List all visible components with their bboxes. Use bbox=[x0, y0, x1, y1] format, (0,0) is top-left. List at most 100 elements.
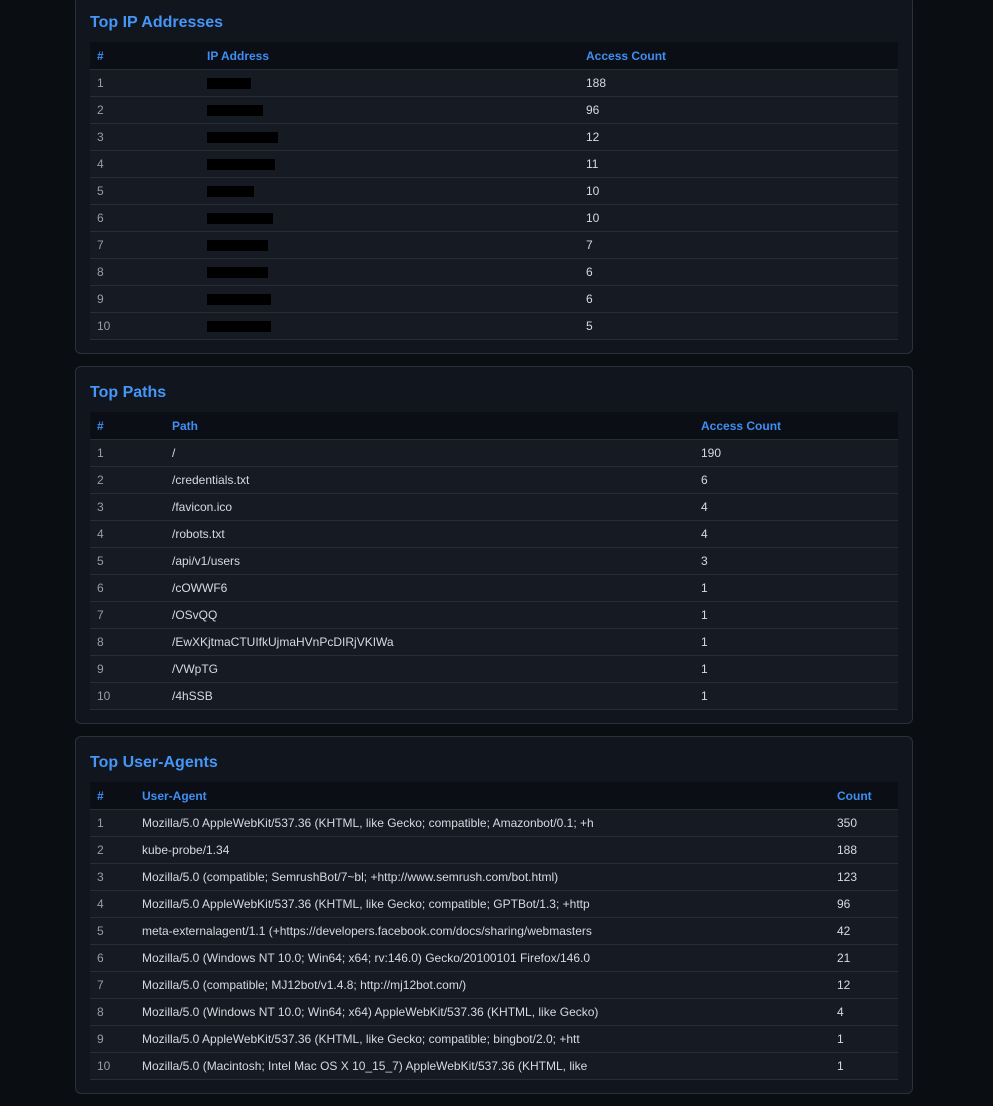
rank-cell: 8 bbox=[90, 629, 172, 656]
value-cell: /4hSSB bbox=[172, 683, 701, 710]
redacted-ip bbox=[207, 159, 275, 171]
value-cell bbox=[207, 124, 586, 151]
column-header-ip-address: IP Address bbox=[207, 42, 586, 70]
rank-cell: 10 bbox=[90, 313, 207, 340]
count-cell: 12 bbox=[586, 124, 898, 151]
count-cell: 1 bbox=[701, 656, 898, 683]
column-header-rank: # bbox=[90, 42, 207, 70]
count-cell: 190 bbox=[701, 440, 898, 467]
value-cell: /api/v1/users bbox=[172, 548, 701, 575]
table-header-row: # User-Agent Count bbox=[90, 782, 898, 810]
redacted-ip bbox=[207, 294, 271, 306]
table-row: 8 Mozilla/5.0 (Windows NT 10.0; Win64; x6… bbox=[90, 999, 898, 1026]
column-header-count: Count bbox=[837, 782, 898, 810]
value-cell: Mozilla/5.0 AppleWebKit/537.36 (KHTML, l… bbox=[142, 1026, 837, 1053]
value-cell: /VWpTG bbox=[172, 656, 701, 683]
value-cell: /OSvQQ bbox=[172, 602, 701, 629]
count-cell: 1 bbox=[701, 602, 898, 629]
table-row: 1 188 bbox=[90, 70, 898, 97]
rank-cell: 9 bbox=[90, 286, 207, 313]
rank-cell: 4 bbox=[90, 151, 207, 178]
table-row: 4 Mozilla/5.0 AppleWebKit/537.36 (KHTML, … bbox=[90, 891, 898, 918]
redacted-ip bbox=[207, 267, 268, 279]
page-title: Top IP Addresses bbox=[90, 14, 224, 31]
table-row: 9/VWpTG 1 bbox=[90, 656, 898, 683]
rank-cell: 10 bbox=[90, 683, 172, 710]
value-cell: Mozilla/5.0 (compatible; MJ12bot/v1.4.8;… bbox=[142, 972, 837, 999]
column-header-user-agent: User-Agent bbox=[142, 782, 837, 810]
count-cell: 1 bbox=[701, 629, 898, 656]
table-header-row: # IP Address Access Count bbox=[90, 42, 898, 70]
page-title: Top Paths bbox=[90, 384, 167, 401]
count-cell: 1 bbox=[837, 1053, 898, 1080]
column-header-rank: # bbox=[90, 782, 142, 810]
redacted-ip bbox=[207, 321, 271, 333]
rank-cell: 3 bbox=[90, 864, 142, 891]
rank-cell: 1 bbox=[90, 440, 172, 467]
rank-cell: 4 bbox=[90, 891, 142, 918]
value-cell bbox=[207, 232, 586, 259]
count-cell: 11 bbox=[586, 151, 898, 178]
redacted-ip bbox=[207, 105, 263, 117]
table-row: 10/4hSSB 1 bbox=[90, 683, 898, 710]
table-header-row: # Path Access Count bbox=[90, 412, 898, 440]
rank-cell: 2 bbox=[90, 837, 142, 864]
rank-cell: 3 bbox=[90, 494, 172, 521]
table-row: 6/cOWWF6 1 bbox=[90, 575, 898, 602]
count-cell: 12 bbox=[837, 972, 898, 999]
panel-top-ip-addresses: Top IP Addresses # IP Address Access Cou… bbox=[75, 0, 913, 354]
agents-table: # User-Agent Count 1 Mozilla/5.0 AppleWeb… bbox=[90, 782, 898, 1080]
count-cell: 6 bbox=[701, 467, 898, 494]
count-cell: 123 bbox=[837, 864, 898, 891]
column-header-path: Path bbox=[172, 412, 701, 440]
value-cell bbox=[207, 151, 586, 178]
table-row: 3/favicon.ico 4 bbox=[90, 494, 898, 521]
rank-cell: 5 bbox=[90, 178, 207, 205]
value-cell: kube-probe/1.34 bbox=[142, 837, 837, 864]
count-cell: 188 bbox=[586, 70, 898, 97]
count-cell: 350 bbox=[837, 810, 898, 837]
value-cell: /credentials.txt bbox=[172, 467, 701, 494]
redacted-ip bbox=[207, 213, 273, 225]
value-cell: meta-externalagent/1.1 (+https://develop… bbox=[142, 918, 837, 945]
table-row: 3 Mozilla/5.0 (compatible; SemrushBot/7~b… bbox=[90, 864, 898, 891]
rank-cell: 2 bbox=[90, 467, 172, 494]
value-cell: Mozilla/5.0 AppleWebKit/537.36 (KHTML, l… bbox=[142, 810, 837, 837]
table-row: 1 Mozilla/5.0 AppleWebKit/537.36 (KHTML, … bbox=[90, 810, 898, 837]
value-cell: /cOWWF6 bbox=[172, 575, 701, 602]
rank-cell: 8 bbox=[90, 259, 207, 286]
value-cell: /favicon.ico bbox=[172, 494, 701, 521]
rank-cell: 6 bbox=[90, 575, 172, 602]
rank-cell: 10 bbox=[90, 1053, 142, 1080]
column-header-access-count: Access Count bbox=[701, 412, 898, 440]
table-row: 1/190 bbox=[90, 440, 898, 467]
rank-cell: 1 bbox=[90, 70, 207, 97]
table-row: 4/robots.txt 4 bbox=[90, 521, 898, 548]
rank-cell: 9 bbox=[90, 1026, 142, 1053]
value-cell bbox=[207, 70, 586, 97]
count-cell: 6 bbox=[586, 259, 898, 286]
redacted-ip bbox=[207, 186, 254, 198]
column-header-rank: # bbox=[90, 412, 172, 440]
table-row: 10 Mozilla/5.0 (Macintosh; Intel Mac OS X… bbox=[90, 1053, 898, 1080]
rank-cell: 6 bbox=[90, 945, 142, 972]
value-cell bbox=[207, 259, 586, 286]
table-row: 2 kube-probe/1.34 188 bbox=[90, 837, 898, 864]
value-cell: Mozilla/5.0 AppleWebKit/537.36 (KHTML, l… bbox=[142, 891, 837, 918]
column-header-access-count: Access Count bbox=[586, 42, 898, 70]
count-cell: 6 bbox=[586, 286, 898, 313]
rank-cell: 7 bbox=[90, 602, 172, 629]
value-cell: Mozilla/5.0 (Macintosh; Intel Mac OS X 1… bbox=[142, 1053, 837, 1080]
rank-cell: 3 bbox=[90, 124, 207, 151]
redacted-ip bbox=[207, 78, 251, 90]
table-row: 9 Mozilla/5.0 AppleWebKit/537.36 (KHTML, … bbox=[90, 1026, 898, 1053]
value-cell bbox=[207, 205, 586, 232]
count-cell: 5 bbox=[586, 313, 898, 340]
table-row: 5/api/v1/users 3 bbox=[90, 548, 898, 575]
panel-top-user-agents: Top User-Agents # User-Agent Count 1 Mozi… bbox=[75, 736, 913, 1094]
value-cell: Mozilla/5.0 (Windows NT 10.0; Win64; x64… bbox=[142, 999, 837, 1026]
redacted-ip bbox=[207, 132, 278, 144]
value-cell bbox=[207, 286, 586, 313]
count-cell: 21 bbox=[837, 945, 898, 972]
count-cell: 4 bbox=[701, 494, 898, 521]
